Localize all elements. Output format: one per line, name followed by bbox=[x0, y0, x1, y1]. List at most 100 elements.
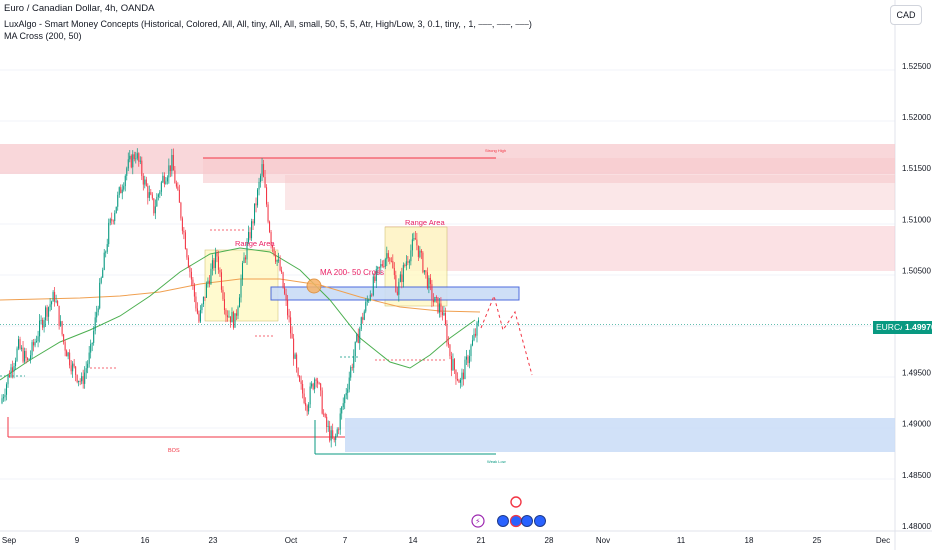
price-axis[interactable]: 1.52500 1.52000 1.51500 1.51000 1.50500 1.495… bbox=[902, 62, 931, 531]
candle-body bbox=[458, 380, 460, 383]
time-tick-label: 11 bbox=[677, 536, 686, 545]
candle-body bbox=[94, 317, 96, 331]
currency-button[interactable]: CAD bbox=[890, 5, 922, 25]
economic-event-icon-high bbox=[510, 496, 522, 508]
candle-body bbox=[202, 296, 204, 305]
supply-zone-1 bbox=[203, 158, 895, 183]
price-tick-label: 1.49500 bbox=[902, 369, 931, 378]
candle-body bbox=[240, 279, 242, 298]
candle-body bbox=[165, 181, 167, 185]
candle-body bbox=[153, 198, 155, 214]
candle-body bbox=[345, 393, 347, 396]
economic-event-icon-4 bbox=[534, 515, 546, 527]
candle-body bbox=[70, 365, 72, 372]
candle-body bbox=[459, 379, 461, 383]
candle-body bbox=[249, 232, 251, 239]
candle-body bbox=[356, 334, 358, 342]
candle-body bbox=[312, 383, 314, 389]
candle-body bbox=[231, 312, 233, 323]
event-icons[interactable]: ⚡ bbox=[471, 496, 546, 528]
candle-body bbox=[127, 159, 129, 169]
candle-body bbox=[219, 269, 221, 273]
candle-body bbox=[365, 301, 367, 312]
candle-body bbox=[261, 164, 263, 176]
time-tick-label: 7 bbox=[343, 536, 348, 545]
candle-body bbox=[13, 366, 15, 372]
time-tick-label: 14 bbox=[409, 536, 418, 545]
candle-body bbox=[195, 296, 197, 309]
candle-body bbox=[159, 191, 161, 195]
candle-body bbox=[189, 267, 191, 272]
candle-body bbox=[336, 429, 338, 437]
candle-body bbox=[411, 239, 413, 251]
candle-body bbox=[438, 303, 440, 313]
candle-body bbox=[37, 336, 39, 342]
indicator-smc-legend[interactable]: LuxAlgo - Smart Money Concepts (Historic… bbox=[4, 19, 532, 29]
chart-title[interactable]: Euro / Canadian Dollar, 4h, OANDA bbox=[4, 3, 155, 14]
candle-body bbox=[25, 350, 27, 359]
candle-body bbox=[456, 379, 458, 381]
candle-body bbox=[470, 345, 472, 357]
candle-body bbox=[257, 189, 259, 206]
candle-body bbox=[476, 322, 478, 336]
candle-body bbox=[103, 252, 105, 270]
candle-body bbox=[225, 310, 227, 316]
candle-body bbox=[375, 269, 377, 282]
candle-body bbox=[22, 347, 24, 362]
candle-body bbox=[114, 213, 116, 221]
candle-body bbox=[465, 356, 467, 360]
weak-low-label: Weak Low bbox=[487, 459, 506, 464]
candle-body bbox=[210, 268, 212, 285]
candle-body bbox=[105, 251, 107, 253]
candle-body bbox=[306, 405, 308, 412]
candle-body bbox=[384, 259, 386, 267]
candle-body bbox=[213, 260, 215, 269]
candle-body bbox=[350, 367, 352, 378]
candle-body bbox=[474, 333, 477, 336]
candle-body bbox=[290, 317, 292, 334]
candle-body bbox=[380, 264, 382, 268]
time-axis[interactable]: Sep 9 16 23 Oct 7 14 21 28 Nov 11 18 25 Dec bbox=[2, 536, 890, 545]
candle-body bbox=[133, 154, 135, 160]
candle-body bbox=[258, 181, 260, 190]
candle-body bbox=[440, 303, 442, 313]
candle-body bbox=[136, 153, 138, 159]
indicator-ma-cross-legend[interactable]: MA Cross (200, 50) bbox=[4, 31, 82, 41]
candle-body bbox=[371, 294, 373, 296]
time-tick-label: 9 bbox=[75, 536, 80, 545]
candle-body bbox=[135, 158, 137, 160]
candle-body bbox=[428, 277, 430, 289]
candle-body bbox=[344, 395, 346, 404]
candle-body bbox=[330, 430, 332, 441]
candle-body bbox=[309, 386, 311, 405]
candle-body bbox=[449, 344, 451, 357]
candle-body bbox=[243, 257, 245, 264]
annotation-labels: Range Area Range Area MA 200- 50 Cross B… bbox=[168, 148, 506, 464]
candle-body bbox=[347, 389, 349, 394]
candle-body bbox=[441, 312, 443, 316]
candle-body bbox=[357, 334, 359, 344]
candle-body bbox=[377, 266, 379, 270]
candle-body bbox=[120, 187, 122, 194]
candle-body bbox=[339, 413, 341, 430]
candle-body bbox=[73, 363, 75, 367]
candle-body bbox=[217, 256, 219, 270]
candle-body bbox=[144, 179, 146, 185]
candle-body bbox=[389, 257, 391, 261]
bos-label: BOS bbox=[168, 448, 180, 454]
candle-body bbox=[69, 352, 71, 366]
candle-body bbox=[303, 393, 305, 404]
candle-body bbox=[168, 165, 170, 178]
candle-body bbox=[266, 187, 268, 205]
candle-body bbox=[90, 344, 92, 353]
candle-body bbox=[117, 194, 119, 207]
candle-body bbox=[275, 255, 277, 262]
candle-body bbox=[85, 368, 87, 373]
last-price-tag: 1.49970 bbox=[902, 321, 932, 334]
candle-body bbox=[198, 313, 200, 322]
candle-body bbox=[317, 380, 319, 384]
candle-body bbox=[381, 264, 383, 267]
price-tick-label: 1.48000 bbox=[902, 522, 931, 531]
candle-body bbox=[383, 266, 385, 267]
